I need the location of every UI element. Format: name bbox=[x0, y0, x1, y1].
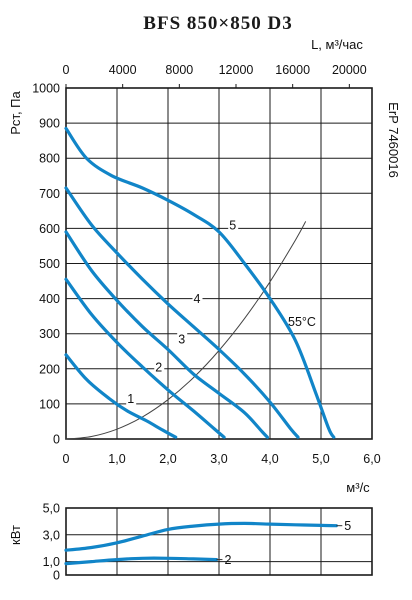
power-axis-label: кВт bbox=[8, 525, 23, 545]
power-curve-label-2: 2 bbox=[224, 553, 231, 567]
temperature-annotation: 55°С bbox=[288, 315, 316, 329]
side-code-label: ErP 7460016 bbox=[386, 102, 401, 178]
curve-label-1: 1 bbox=[127, 392, 134, 406]
curve-label-3: 3 bbox=[178, 332, 185, 346]
x-tick-label: 6,0 bbox=[363, 452, 380, 466]
top-axis-tick-label: 16000 bbox=[275, 63, 310, 77]
y-tick-label: 800 bbox=[39, 152, 60, 166]
power-y-tick-label: 3,0 bbox=[43, 528, 60, 542]
fan-curve-3 bbox=[64, 230, 269, 439]
top-axis-tick-label: 12000 bbox=[219, 63, 254, 77]
power-y-tick-label: 0 bbox=[53, 569, 60, 583]
y-tick-label: 300 bbox=[39, 327, 60, 341]
curve-label-bg bbox=[192, 292, 203, 306]
y-tick-label: 0 bbox=[53, 433, 60, 447]
fan-curve-5 bbox=[64, 126, 336, 439]
x-tick-label: 0 bbox=[63, 452, 70, 466]
curve-label-2: 2 bbox=[155, 361, 162, 375]
curve-label-5: 5 bbox=[229, 218, 236, 232]
x-axis-label: м³/с bbox=[346, 480, 370, 495]
top-axis-tick-label: 4000 bbox=[109, 63, 137, 77]
top-axis-tick-label: 8000 bbox=[165, 63, 193, 77]
x-tick-label: 2,0 bbox=[159, 452, 176, 466]
pressure-plot-area: 0 1,0 2,0 3,0 4,0 5,0 6,0 0 100 200 300 400 500 600 70… bbox=[32, 63, 381, 466]
curve-label-4: 4 bbox=[194, 292, 201, 306]
system-curve bbox=[65, 221, 307, 440]
power-curve-5 bbox=[64, 521, 338, 552]
y-tick-label: 700 bbox=[39, 187, 60, 201]
top-axis-tick-label: 20000 bbox=[332, 63, 367, 77]
curve-label-bg bbox=[228, 218, 239, 232]
plot-frame bbox=[65, 87, 373, 440]
power-curve-2 bbox=[64, 556, 219, 566]
y-tick-label: 400 bbox=[39, 292, 60, 306]
power-curve-label-5: 5 bbox=[344, 519, 351, 533]
curve-label-bg bbox=[126, 392, 137, 406]
x-tick-label: 3,0 bbox=[210, 452, 227, 466]
fan-curve-1 bbox=[64, 353, 178, 439]
x-tick-label: 1,0 bbox=[108, 452, 125, 466]
x-tick-label: 5,0 bbox=[312, 452, 329, 466]
power-y-tick-label: 1,0 bbox=[43, 555, 60, 569]
y-tick-label: 500 bbox=[39, 257, 60, 271]
curve-label-bg bbox=[154, 360, 165, 374]
y-tick-label: 200 bbox=[39, 362, 60, 376]
y-tick-label: 600 bbox=[39, 222, 60, 236]
power-y-tick-label: 5,0 bbox=[43, 502, 60, 516]
fan-curve-2 bbox=[64, 277, 226, 439]
fan-curve-4 bbox=[64, 186, 300, 439]
curve-label-bg bbox=[177, 332, 188, 346]
y-tick-label: 100 bbox=[39, 397, 60, 411]
power-plot-frame bbox=[65, 507, 373, 576]
x-tick-label: 4,0 bbox=[261, 452, 278, 466]
y-axis-label: Рст, Па bbox=[8, 90, 23, 134]
top-axis-label: L, м³/час bbox=[311, 37, 363, 52]
chart-title: BFS 850×850 D3 bbox=[143, 13, 292, 34]
y-tick-label: 1000 bbox=[32, 82, 60, 96]
y-tick-label: 900 bbox=[39, 117, 60, 131]
top-axis-tick-label: 0 bbox=[63, 63, 70, 77]
power-plot-area: 01,0 3,0 5,0 5 2 bbox=[43, 502, 373, 583]
